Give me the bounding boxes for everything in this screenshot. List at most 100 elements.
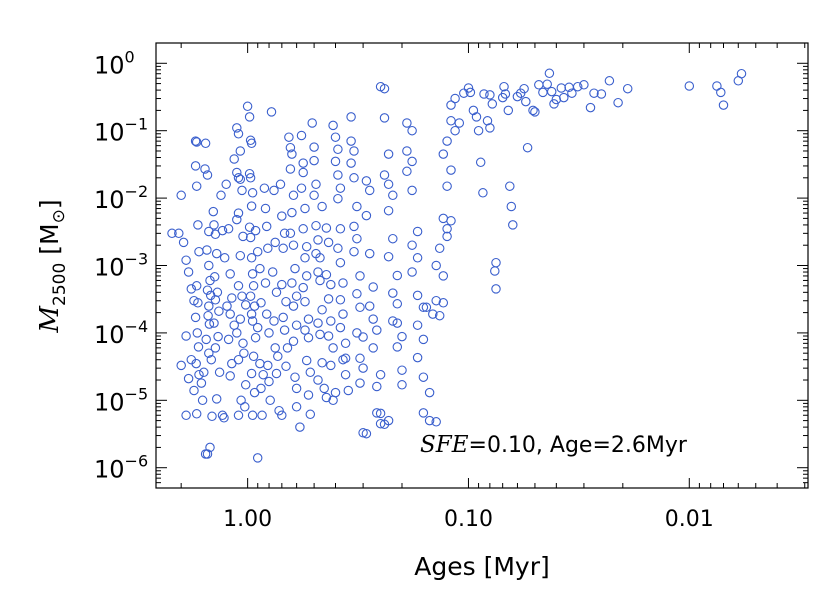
data-point	[315, 329, 325, 340]
data-point	[383, 205, 394, 216]
data-point	[278, 243, 288, 254]
x-axis-label: Ages [Myr]	[414, 552, 549, 581]
data-point	[242, 101, 253, 112]
data-point	[225, 309, 235, 319]
y-axis-label: M2500 [M⊙]	[35, 199, 70, 333]
data-point	[291, 291, 302, 301]
data-point	[233, 129, 244, 139]
data-point	[222, 301, 232, 311]
data-point	[191, 281, 202, 291]
data-point	[287, 278, 297, 288]
data-point	[326, 316, 336, 326]
data-point	[196, 378, 207, 388]
data-point	[233, 354, 244, 365]
data-point	[313, 318, 323, 328]
data-point	[579, 80, 589, 90]
data-point	[273, 351, 283, 362]
data-point	[589, 88, 599, 98]
data-point	[300, 296, 310, 307]
data-point	[355, 302, 365, 313]
y-tick-base: 10	[94, 456, 125, 484]
data-point	[407, 185, 417, 196]
axis-ticks	[156, 42, 808, 489]
data-point	[210, 295, 221, 305]
data-point	[434, 310, 445, 321]
data-point	[442, 231, 452, 242]
data-point	[375, 369, 386, 380]
data-point	[397, 365, 407, 375]
data-point	[303, 332, 314, 343]
data-point	[311, 179, 321, 190]
annotation-sfe: SFE	[420, 432, 469, 458]
data-point	[288, 240, 299, 250]
data-point	[328, 343, 338, 353]
data-point	[190, 312, 201, 323]
data-point	[500, 89, 511, 99]
data-point	[209, 318, 219, 328]
data-point	[352, 328, 362, 338]
data-point	[317, 305, 327, 315]
data-point	[326, 279, 336, 290]
data-point	[321, 269, 332, 280]
data-point	[512, 91, 523, 102]
data-point	[204, 348, 214, 358]
data-point	[613, 97, 623, 108]
data-point	[193, 342, 204, 352]
data-point	[296, 130, 307, 141]
data-point	[192, 328, 203, 338]
data-point	[407, 267, 417, 277]
data-point	[282, 343, 293, 353]
data-point	[263, 243, 273, 254]
data-point	[301, 241, 312, 252]
data-point	[303, 314, 314, 324]
data-point	[326, 360, 336, 371]
data-point	[205, 442, 215, 453]
data-point	[508, 220, 518, 230]
data-point	[258, 369, 268, 380]
data-point	[260, 203, 271, 214]
data-point	[585, 102, 596, 113]
data-point	[412, 290, 423, 301]
y-tick-exponent: −1	[125, 115, 149, 134]
data-point	[176, 360, 186, 371]
annotation-rest: =0.10, Age=2.6Myr	[469, 433, 688, 458]
data-point	[402, 166, 412, 177]
data-point	[200, 164, 210, 174]
data-point	[264, 328, 274, 338]
data-point	[352, 233, 362, 244]
data-point	[271, 368, 282, 379]
data-point	[225, 269, 235, 279]
data-point	[505, 181, 515, 191]
data-point	[313, 267, 323, 277]
data-point	[372, 381, 382, 392]
data-point	[364, 301, 375, 311]
data-point	[240, 402, 250, 412]
data-point	[240, 300, 251, 310]
data-point	[463, 83, 474, 93]
y-tick-label: 10−5	[94, 384, 148, 416]
data-point	[519, 83, 529, 94]
data-point	[542, 79, 552, 89]
data-point	[340, 369, 351, 380]
data-point	[544, 68, 555, 79]
data-point	[556, 83, 567, 93]
y-label-unit-close: ]	[35, 199, 64, 209]
data-point	[248, 281, 259, 291]
data-point	[485, 90, 495, 100]
data-point	[245, 291, 256, 301]
data-point	[303, 390, 314, 400]
data-point	[438, 213, 449, 224]
data-point	[256, 298, 266, 308]
data-point	[335, 322, 346, 333]
data-point	[506, 201, 517, 212]
data-point	[200, 138, 211, 149]
data-point	[264, 376, 274, 387]
data-point	[244, 112, 255, 122]
data-point	[235, 250, 246, 261]
data-point	[295, 422, 305, 432]
data-point	[352, 201, 362, 212]
data-point	[233, 410, 244, 421]
data-point	[313, 235, 323, 245]
data-point	[407, 156, 417, 167]
